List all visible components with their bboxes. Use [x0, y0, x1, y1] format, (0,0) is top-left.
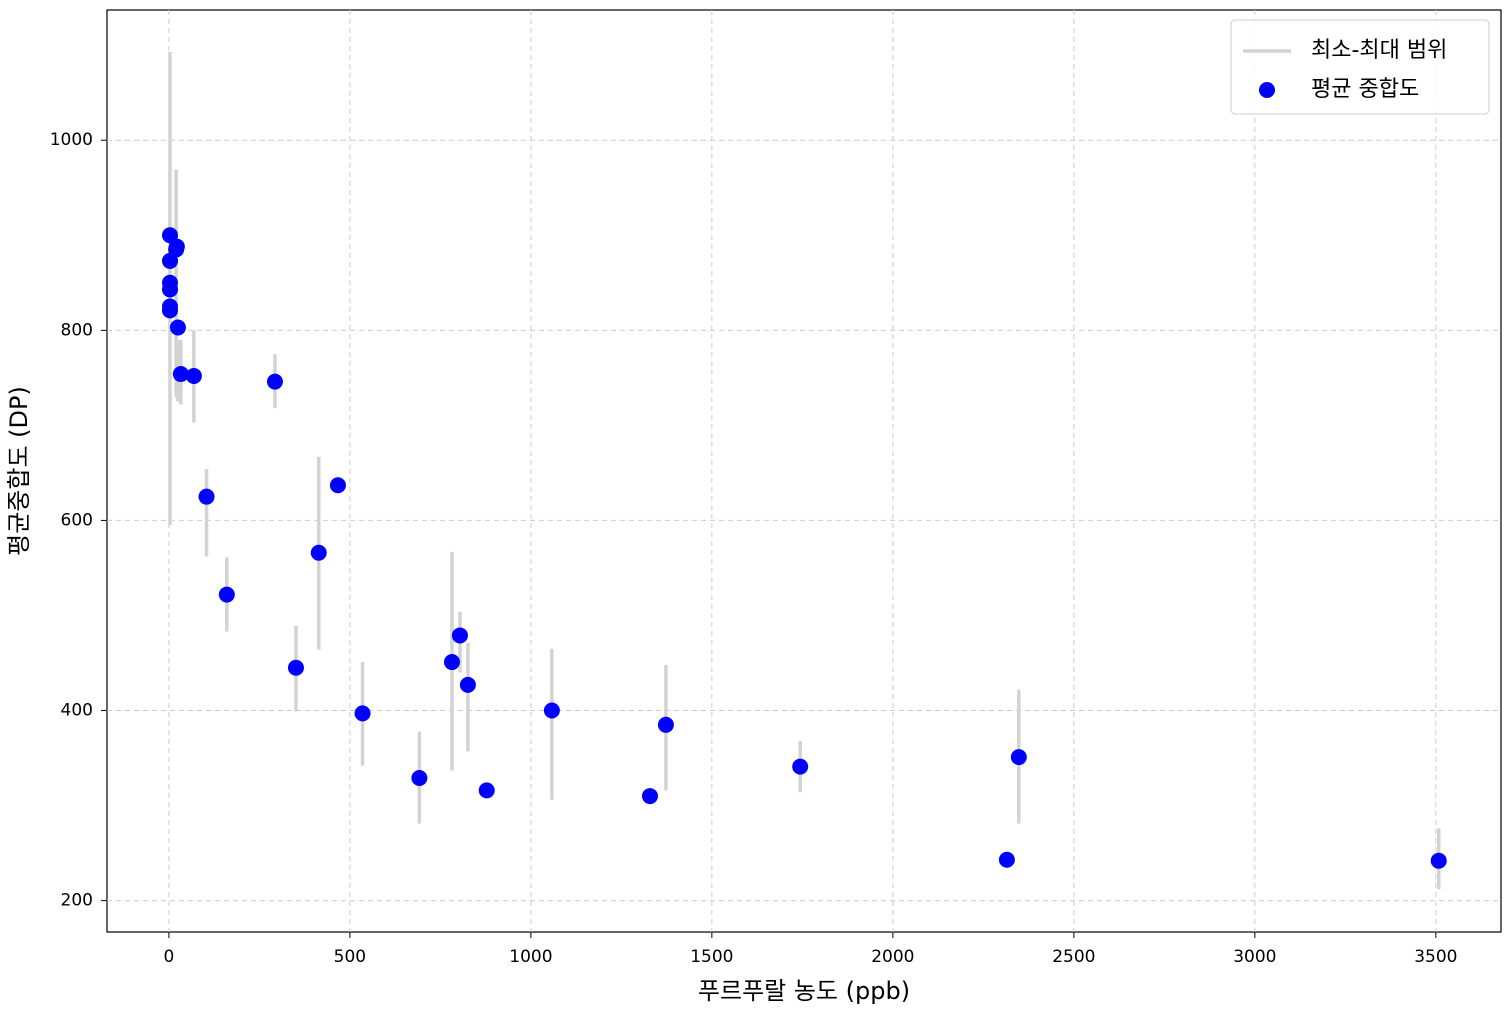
point — [1010, 749, 1027, 766]
legend-box — [1230, 19, 1490, 115]
point — [657, 716, 674, 733]
point — [310, 544, 327, 561]
point — [641, 788, 658, 805]
y-tick-label: 1000 — [50, 130, 93, 150]
point — [1430, 852, 1447, 869]
point — [266, 373, 283, 390]
legend-label: 최소-최대 범위 — [1311, 38, 1447, 63]
y-tick-label: 200 — [61, 891, 93, 911]
x-tick-label: 3000 — [1233, 947, 1276, 967]
point — [161, 281, 178, 298]
legend-marker — [1259, 82, 1275, 98]
point — [459, 676, 476, 693]
point — [443, 654, 460, 671]
point — [998, 851, 1015, 868]
point — [218, 586, 235, 603]
point — [329, 477, 346, 494]
x-tick-label: 3500 — [1414, 947, 1457, 967]
y-tick-label: 800 — [61, 320, 93, 340]
point — [198, 488, 215, 505]
point — [168, 238, 185, 255]
point — [354, 705, 371, 722]
x-tick-label: 2000 — [871, 947, 914, 967]
point — [287, 659, 304, 676]
point — [792, 758, 809, 775]
point — [411, 770, 428, 787]
x-tick-label: 1500 — [690, 947, 733, 967]
x-axis-label: 푸르푸랄 농도 (ppb) — [698, 977, 910, 1005]
point — [543, 702, 560, 719]
point — [478, 782, 495, 799]
x-tick-label: 1000 — [509, 947, 552, 967]
y-tick-label: 400 — [61, 701, 93, 721]
point — [185, 367, 202, 384]
point — [172, 366, 189, 383]
x-tick-label: 2500 — [1052, 947, 1095, 967]
x-tick-label: 500 — [334, 947, 366, 967]
x-tick-label: 0 — [163, 947, 174, 967]
plot-frame — [106, 9, 1502, 933]
y-tick-label: 600 — [61, 510, 93, 530]
legend-label: 평균 중합도 — [1311, 77, 1419, 102]
y-axis-label: 평균중합도 (DP) — [5, 386, 33, 556]
point — [169, 319, 186, 336]
point — [161, 302, 178, 319]
point — [451, 627, 468, 644]
